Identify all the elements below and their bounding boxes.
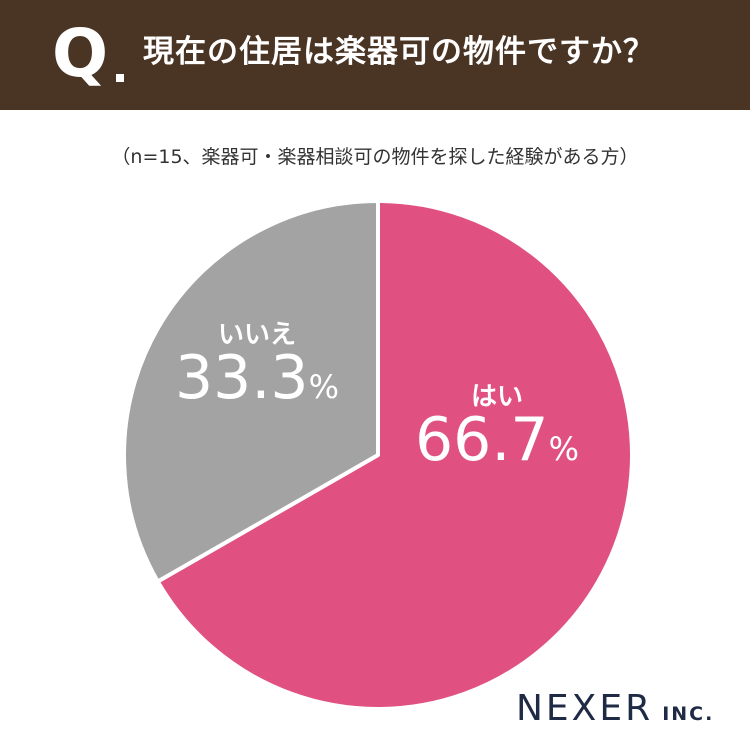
q-mark: Q bbox=[52, 15, 109, 92]
question-text: 現在の住居は楽器可の物件ですか？ bbox=[143, 34, 655, 70]
question-header: Q 現在の住居は楽器可の物件ですか？ bbox=[0, 0, 750, 110]
pie-slice-no bbox=[122, 199, 380, 584]
chart-subtitle: （n=15、楽器可・楽器相談可の物件を探した経験がある方） bbox=[111, 146, 639, 168]
company-logo: NEXER INC. bbox=[516, 688, 714, 729]
slice-category-label: はい bbox=[471, 382, 523, 412]
slice-value-label: 33.3% bbox=[175, 343, 339, 413]
pie-slice-yes bbox=[155, 199, 634, 711]
slice-value-label: 66.7% bbox=[415, 405, 579, 475]
q-mark-dot bbox=[116, 74, 124, 82]
brand-name: NEXER bbox=[516, 688, 654, 729]
brand-suffix: INC. bbox=[662, 703, 715, 725]
slice-category-label: いいえ bbox=[218, 320, 296, 350]
